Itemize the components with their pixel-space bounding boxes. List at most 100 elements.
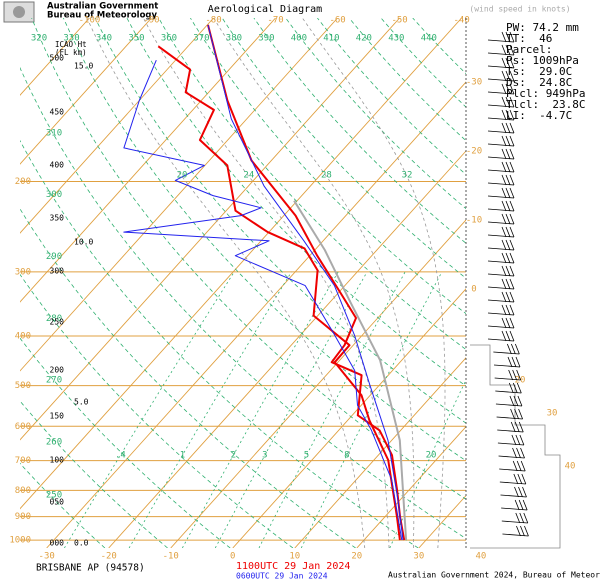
wind-speed-label: 20 bbox=[515, 376, 526, 386]
mixing-ratio-label: 20 bbox=[426, 451, 437, 461]
isotherm bbox=[232, 288, 466, 548]
info-line: Ds: 24.8C bbox=[506, 76, 572, 89]
mixing-ratio-line bbox=[258, 271, 406, 548]
x-tick-label: 10 bbox=[289, 552, 300, 562]
barb-feather bbox=[508, 382, 514, 394]
flight-level: 000 bbox=[50, 539, 65, 548]
note: (wind speed in knots) bbox=[469, 5, 570, 14]
barb-feather bbox=[505, 226, 511, 238]
barb-feather bbox=[511, 434, 517, 446]
right-tick-label: -10 bbox=[466, 215, 482, 225]
barb-feather bbox=[505, 57, 511, 69]
barb-feather bbox=[510, 408, 515, 420]
adiabat-label: 350 bbox=[128, 34, 144, 44]
mixing-ratio-label: 2 bbox=[231, 451, 236, 461]
barb-feather bbox=[516, 369, 522, 381]
barb-feather bbox=[514, 421, 520, 433]
barb-feather bbox=[505, 70, 511, 82]
barb-feather bbox=[505, 304, 511, 316]
org-line: Bureau of Meteorology bbox=[47, 11, 157, 21]
isotherm bbox=[20, 18, 462, 510]
mixing-ratio-line bbox=[64, 271, 235, 548]
info-line: Plcl: 949hPa bbox=[506, 87, 585, 100]
barb-feather bbox=[514, 499, 520, 511]
top-tick-label: -50 bbox=[391, 16, 407, 26]
barb-feather bbox=[505, 317, 511, 329]
chart-title: Aerological Diagram bbox=[208, 4, 322, 15]
barb-feather bbox=[509, 265, 515, 277]
barb-feather bbox=[501, 83, 507, 95]
barb-feather bbox=[509, 135, 515, 147]
barb-feather bbox=[515, 356, 521, 368]
barb-feather bbox=[521, 473, 527, 485]
isotherm bbox=[170, 219, 466, 548]
dry-adiabat bbox=[380, 18, 466, 108]
moist-adiabat-label: 24 bbox=[243, 171, 254, 181]
barb-feather bbox=[520, 460, 526, 472]
height-km: 15.0 bbox=[74, 62, 93, 71]
dry-adiabat bbox=[20, 66, 466, 540]
barb-feather bbox=[509, 187, 515, 199]
barb-feather bbox=[509, 70, 515, 82]
barb-feather bbox=[523, 512, 529, 524]
barb-feather bbox=[509, 109, 515, 121]
dry-adiabat bbox=[158, 18, 466, 351]
isotherm bbox=[20, 18, 400, 441]
y-tick-label: 200 bbox=[15, 177, 31, 187]
adiabat-label: 250 bbox=[46, 491, 62, 501]
barb-feather bbox=[509, 330, 515, 342]
isotherm bbox=[20, 18, 338, 372]
barb-feather bbox=[520, 447, 525, 459]
barb-feather bbox=[507, 356, 513, 368]
barb-feather bbox=[501, 44, 507, 56]
y-tick-label: 1000 bbox=[9, 536, 31, 546]
wind-barbs bbox=[487, 31, 529, 537]
barb-feather bbox=[509, 213, 515, 225]
barb-feather bbox=[509, 174, 515, 186]
barb-feather bbox=[509, 200, 515, 212]
adiabat-label: 290 bbox=[46, 252, 62, 262]
temperature-trace bbox=[207, 24, 406, 541]
barb-feather bbox=[509, 31, 515, 43]
station: BRISBANE AP (94578) bbox=[36, 563, 145, 574]
barb-feather bbox=[501, 161, 507, 173]
flight-level: 500 bbox=[50, 54, 65, 63]
legend-label: 1100UTC 29 Jan 2024 bbox=[236, 561, 350, 572]
mixing-ratio-label: 8 bbox=[344, 451, 349, 461]
barb-feather bbox=[505, 252, 511, 264]
mixing-ratio-line bbox=[214, 271, 368, 548]
adiabat-label: 430 bbox=[388, 34, 404, 44]
dewpoint-trace bbox=[157, 45, 401, 541]
barb-feather bbox=[505, 291, 511, 303]
dry-adiabat bbox=[253, 18, 466, 244]
adiabat-label: 330 bbox=[63, 34, 79, 44]
barb-feather bbox=[501, 252, 507, 264]
flight-level: 150 bbox=[50, 412, 65, 421]
barb-feather bbox=[509, 278, 515, 290]
isotherm bbox=[108, 150, 466, 548]
mixing-ratio-line bbox=[389, 379, 466, 548]
barb-feather bbox=[509, 291, 515, 303]
barb-feather bbox=[509, 226, 515, 238]
barb-feather bbox=[518, 408, 523, 420]
adiabat-label: 370 bbox=[193, 34, 209, 44]
temperature-trace bbox=[207, 24, 404, 541]
y-tick-label: 800 bbox=[15, 486, 31, 496]
barb-feather bbox=[505, 135, 511, 147]
barb-feather bbox=[501, 70, 507, 82]
grid bbox=[20, 18, 466, 548]
moist-adiabat-label: 20 bbox=[177, 171, 188, 181]
flight-level: 450 bbox=[50, 108, 65, 117]
barb-feather bbox=[514, 343, 520, 355]
y-tick-label: 600 bbox=[15, 422, 31, 432]
barb-feather bbox=[501, 278, 507, 290]
barb-feather bbox=[505, 31, 511, 43]
barb-feather bbox=[501, 265, 507, 277]
barb-feather bbox=[501, 122, 507, 134]
mixing-ratio-line bbox=[300, 271, 443, 548]
barb-feather bbox=[517, 473, 523, 485]
barb-feather bbox=[516, 460, 522, 472]
height-axis-title: (FL km) bbox=[55, 48, 87, 57]
barb-feather bbox=[509, 44, 515, 56]
